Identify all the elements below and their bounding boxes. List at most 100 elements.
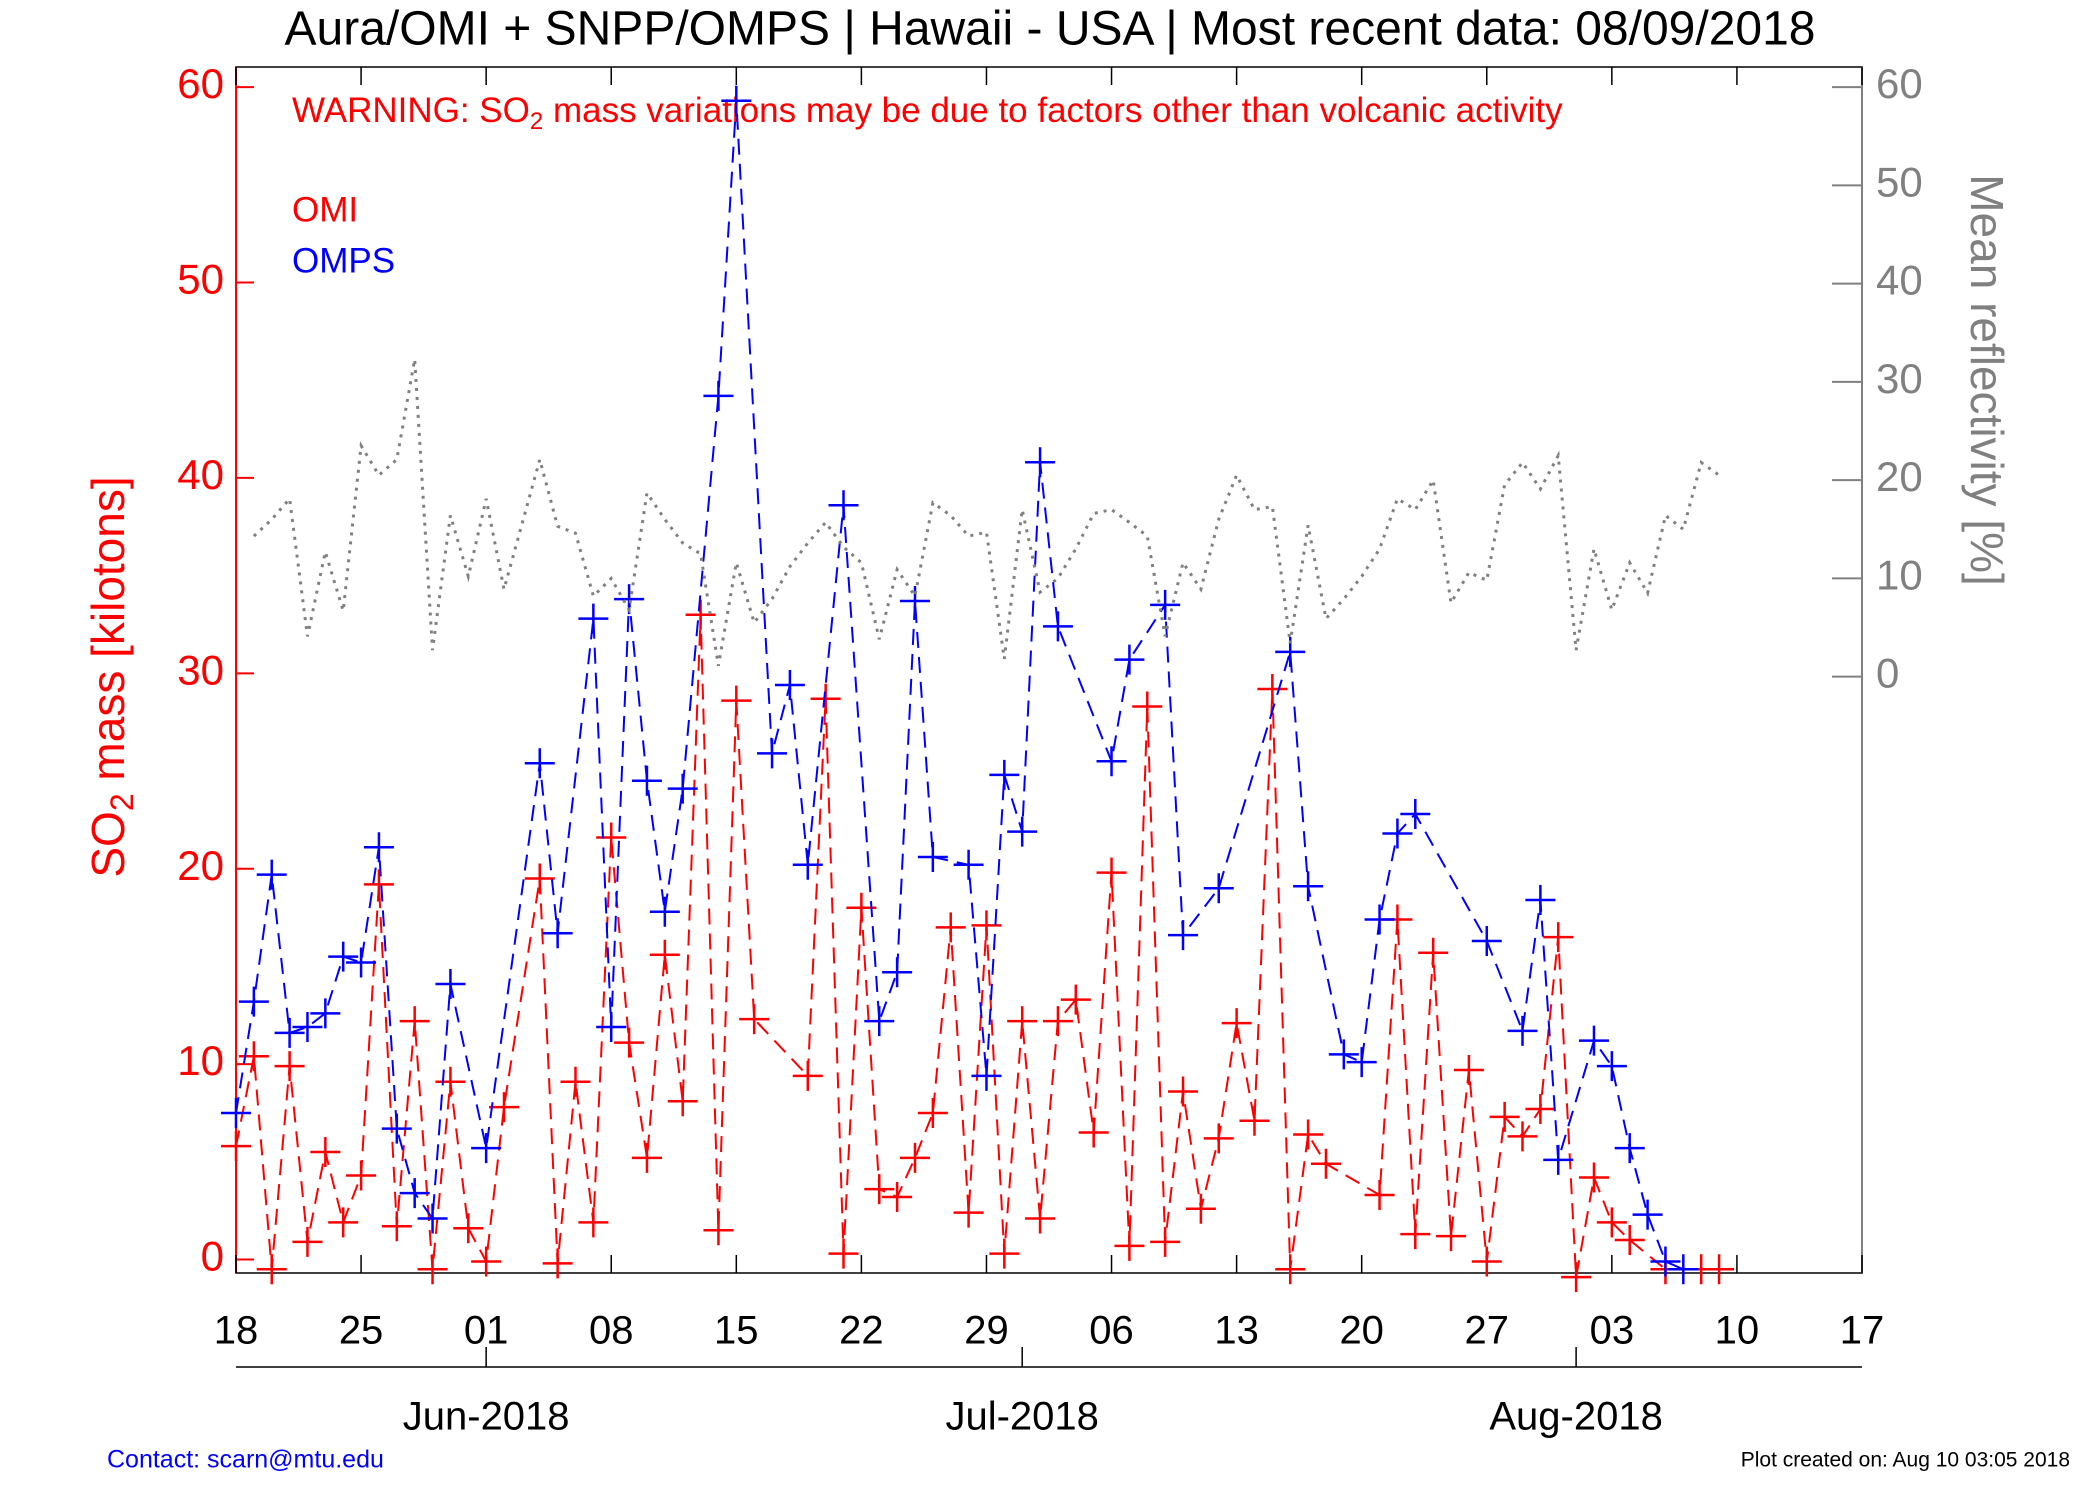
x-tick-label: 08: [589, 1309, 634, 1353]
data-point: [882, 1181, 913, 1212]
data-point: [1096, 746, 1127, 777]
data-point: [1310, 1148, 1341, 1179]
data-point: [1507, 1015, 1538, 1046]
data-point: [1418, 937, 1449, 968]
data-point: [631, 1142, 662, 1173]
data-point: [1185, 1193, 1216, 1224]
y-tick-label: 10: [177, 1037, 224, 1084]
data-point: [953, 1197, 984, 1228]
data-point: [1275, 1254, 1306, 1285]
data-point: [828, 490, 859, 521]
data-point: [1150, 589, 1181, 620]
y2-tick-label: 10: [1876, 551, 1923, 598]
y-axis-label: SO2 mass [kilotons]: [82, 476, 140, 877]
data-point: [614, 1027, 645, 1058]
data-point: [649, 896, 680, 927]
data-point: [1203, 1123, 1234, 1154]
data-point: [1578, 1025, 1609, 1056]
x-tick-label: 29: [964, 1309, 1009, 1353]
data-point: [274, 1017, 305, 1048]
data-point: [1561, 1262, 1592, 1293]
series-line: [235, 614, 1720, 1278]
data-point: [346, 947, 377, 978]
footer-created: Plot created on: Aug 10 03:05 2018: [1741, 1449, 2070, 1472]
data-point: [828, 1238, 859, 1269]
data-point: [381, 1211, 412, 1242]
data-point: [1632, 1199, 1663, 1230]
data-point: [578, 603, 609, 634]
data-point: [917, 1097, 948, 1128]
data-point: [971, 1060, 1002, 1091]
data-point: [1614, 1224, 1645, 1255]
data-point: [1525, 884, 1556, 915]
data-point: [238, 1041, 269, 1072]
data-point: [1042, 611, 1073, 642]
data-point: [489, 1092, 520, 1123]
data-point: [1668, 1254, 1699, 1285]
data-point: [739, 1004, 770, 1035]
data-point: [1007, 1006, 1038, 1037]
data-point: [596, 822, 627, 853]
data-point: [1471, 926, 1502, 957]
data-point: [989, 759, 1020, 790]
data-point: [542, 1248, 573, 1279]
data-point: [953, 849, 984, 880]
data-point: [435, 1066, 466, 1097]
x-tick-label: 13: [1214, 1309, 1259, 1353]
data-point: [1578, 1162, 1609, 1193]
data-point: [1489, 1101, 1520, 1132]
legend-entry: OMPS: [292, 241, 395, 280]
data-point: [864, 1174, 895, 1205]
data-point: [774, 670, 805, 701]
x2-tick-label: Jul-2018: [945, 1395, 1098, 1439]
data-point: [363, 832, 394, 863]
x-tick-label: 15: [714, 1309, 759, 1353]
data-point: [1364, 1180, 1395, 1211]
y2-tick-label: 50: [1876, 158, 1923, 205]
data-point: [935, 912, 966, 943]
data-point: [1042, 1006, 1073, 1037]
data-point: [1400, 1219, 1431, 1250]
y2-tick-label: 0: [1876, 650, 1899, 697]
x-tick-label: 03: [1590, 1309, 1635, 1353]
data-point: [1400, 799, 1431, 830]
data-point: [310, 1137, 341, 1168]
data-point: [1471, 1246, 1502, 1277]
data-point: [1543, 1144, 1574, 1175]
data-point: [1114, 1230, 1145, 1261]
data-point: [721, 685, 752, 716]
data-point: [596, 1011, 627, 1042]
y-label-subscript: 2: [104, 793, 140, 811]
y2-axis-label: Mean reflectivity [%]: [1961, 174, 2013, 586]
x-tick-label: 01: [464, 1309, 509, 1353]
chart-title: Aura/OMI + SNPP/OMPS | Hawaii - USA | Mo…: [285, 3, 1816, 56]
data-point: [1293, 1119, 1324, 1150]
y2-tick-label: 40: [1876, 257, 1923, 304]
data-point: [1203, 873, 1234, 904]
data-point: [1596, 1051, 1627, 1082]
data-point: [292, 1226, 323, 1257]
x-tick-label: 17: [1840, 1309, 1885, 1353]
data-point: [435, 969, 466, 1000]
footer-contact: Contact: scarn@mtu.edu: [107, 1446, 384, 1474]
data-point: [471, 1246, 502, 1277]
data-point: [221, 1097, 251, 1128]
data-point: [1150, 1226, 1181, 1257]
y-tick-label: 30: [177, 646, 224, 693]
data-point: [1328, 1039, 1359, 1070]
data-point: [346, 1160, 377, 1191]
y-label-text: SO: [82, 811, 134, 877]
data-point: [1025, 447, 1056, 478]
data-point: [1436, 1221, 1467, 1252]
data-point: [721, 85, 752, 116]
data-point: [417, 1203, 448, 1234]
data-point: [1168, 1076, 1199, 1107]
data-point: [1078, 1117, 1109, 1148]
annotation-text: WARNING: SO: [292, 91, 530, 130]
data-point: [899, 1142, 930, 1173]
data-point: [1239, 1105, 1270, 1136]
x-tick-label: 06: [1089, 1309, 1134, 1353]
data-point: [1007, 816, 1038, 847]
data-point: [667, 1086, 698, 1117]
